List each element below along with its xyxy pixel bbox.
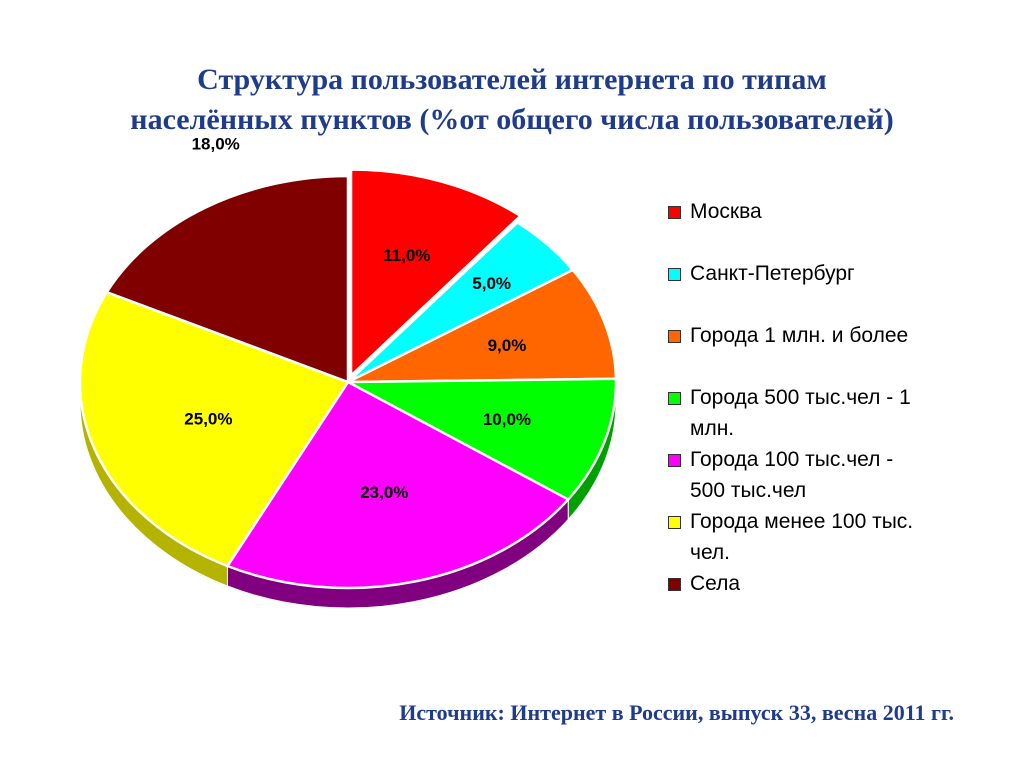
chart-title-line-1: Структура пользователей интернета по тип… — [197, 63, 827, 96]
legend-label-line: Москва — [690, 200, 762, 223]
chart-title-line-2: населённых пунктов (%от общего числа пол… — [130, 103, 894, 136]
pie-slices — [78, 168, 618, 590]
legend-label: Москва — [690, 196, 990, 227]
pie-slice — [226, 380, 570, 590]
legend-label-line: Города менее 100 тыс. — [690, 510, 914, 533]
legend-label: Города менее 100 тыс. чел. — [690, 506, 990, 568]
legend-label-line: млн. — [690, 417, 735, 440]
pie-slice — [346, 268, 618, 384]
legend-label: Санкт-Петербург — [690, 258, 990, 289]
legend-label: Города 500 тыс.чел - 1 млн. — [690, 382, 990, 444]
legend-label-line: Санкт-Петербург — [690, 262, 855, 285]
legend-label: Села — [690, 568, 990, 599]
legend-swatch — [668, 330, 681, 343]
pie-data-label: 11,0% — [383, 246, 430, 265]
pie-slice — [349, 168, 522, 377]
legend-swatch — [668, 268, 681, 281]
legend-swatch — [668, 578, 681, 591]
legend-label: Города 100 тыс.чел - 500 тыс.чел — [690, 444, 990, 506]
pie-slice — [346, 377, 618, 501]
source-note: Источник: Интернет в России, выпуск 33, … — [399, 700, 954, 725]
pie-data-label: 18,0% — [192, 134, 240, 153]
legend-label-line: 500 тыс.чел — [690, 479, 807, 502]
pie-slice — [105, 174, 350, 384]
legend-label-line: Села — [690, 572, 741, 595]
legend-label-line: Города 100 тыс.чел - — [690, 448, 894, 471]
pie-data-label: 23,0% — [360, 483, 408, 502]
pie-slice — [78, 290, 350, 568]
pie-data-label: 5,0% — [472, 274, 511, 293]
legend-label: Города 1 млн. и более — [690, 320, 990, 351]
pie-data-label: 10,0% — [483, 410, 531, 429]
legend-swatch — [668, 454, 681, 467]
legend-label-line: чел. — [690, 541, 731, 564]
pie-data-labels: 11,0% 5,0% 9,0% 10,0% 23,0% 25,0% 18,0% — [184, 134, 531, 501]
chart-title: Структура пользователей интернета по тип… — [40, 60, 984, 140]
pie-data-label: 9,0% — [488, 336, 527, 355]
legend-label-line: Города 1 млн. и более — [690, 324, 909, 347]
legend-label-line: Города 500 тыс.чел - 1 — [690, 386, 911, 409]
pie-data-label: 25,0% — [184, 409, 232, 428]
legend-swatch — [668, 392, 681, 405]
legend-swatch — [668, 206, 681, 219]
legend-swatch — [668, 516, 681, 529]
